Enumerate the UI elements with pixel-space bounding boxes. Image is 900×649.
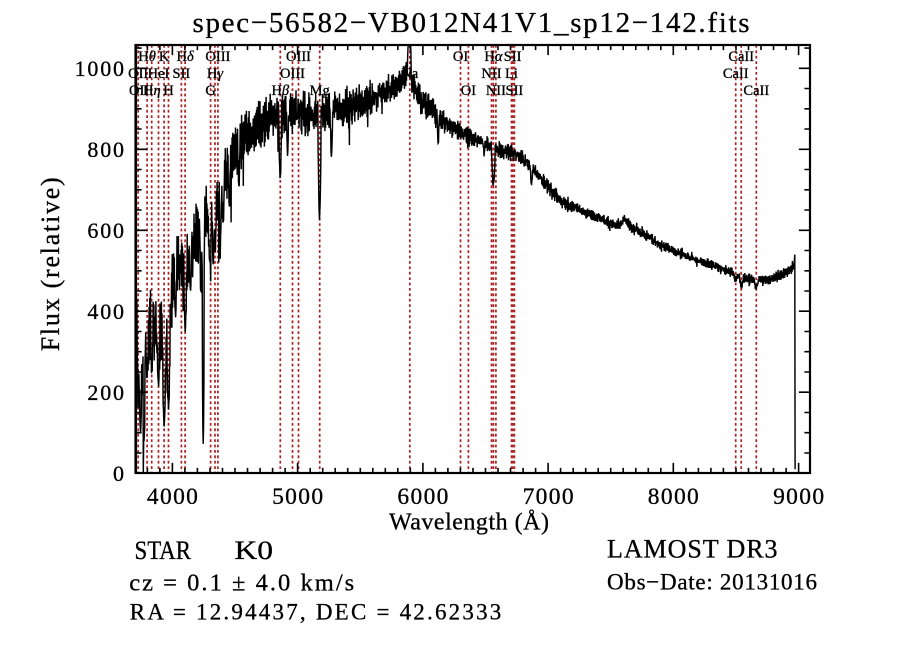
svg-text:4000: 4000	[147, 484, 198, 510]
svg-text:OIII: OIII	[280, 66, 305, 82]
svg-text:HeI: HeI	[148, 66, 170, 82]
svg-text:SII: SII	[504, 49, 522, 65]
svg-text:Wavelength (Å): Wavelength (Å)	[389, 510, 549, 536]
svg-text:STAR: STAR	[135, 536, 192, 565]
svg-text:CaII: CaII	[728, 49, 754, 65]
svg-text:Hθ: Hθ	[138, 49, 156, 65]
svg-text:Flux (relative): Flux (relative)	[36, 177, 65, 351]
svg-text:OII: OII	[129, 83, 149, 99]
svg-text:RA = 12.94437, DEC = 42.6233: RA = 12.94437, DEC = 42.62333	[130, 599, 502, 624]
svg-text:Hγ: Hγ	[207, 66, 224, 82]
svg-text:OII: OII	[128, 66, 148, 82]
svg-text:SII: SII	[173, 66, 191, 82]
svg-text:LAMOST DR3: LAMOST DR3	[607, 535, 778, 564]
svg-text:OI: OI	[461, 83, 476, 99]
svg-text:800: 800	[87, 137, 125, 162]
svg-text:200: 200	[87, 380, 125, 405]
svg-text:OI: OI	[453, 49, 468, 65]
svg-text:0: 0	[113, 461, 126, 486]
svg-text:Hβ: Hβ	[271, 83, 289, 99]
svg-text:Hη: Hη	[143, 83, 161, 99]
svg-text:OIII: OIII	[286, 49, 311, 65]
svg-text:CaII: CaII	[723, 66, 749, 82]
svg-text:NII: NII	[486, 83, 506, 99]
svg-text:8000: 8000	[648, 484, 699, 510]
svg-text:9000: 9000	[773, 484, 824, 510]
svg-text:K: K	[159, 49, 170, 65]
svg-text:Li: Li	[505, 66, 518, 82]
svg-text:7000: 7000	[523, 484, 574, 510]
svg-text:spec−56582−VB012N41V1_sp12−142: spec−56582−VB012N41V1_sp12−142.fits	[193, 7, 750, 39]
svg-text:H: H	[163, 83, 174, 99]
svg-text:NII: NII	[481, 66, 501, 82]
svg-text:600: 600	[87, 218, 125, 243]
svg-text:G: G	[205, 83, 216, 99]
svg-text:Hα: Hα	[484, 49, 502, 65]
svg-text:6000: 6000	[397, 484, 448, 510]
svg-text:400: 400	[87, 299, 125, 324]
svg-text:CaII: CaII	[743, 83, 769, 99]
svg-text:Hδ: Hδ	[176, 49, 193, 65]
svg-text:K0: K0	[235, 536, 274, 565]
svg-text:1000: 1000	[75, 56, 126, 81]
svg-text:Mg: Mg	[310, 83, 330, 99]
svg-text:OIII: OIII	[205, 49, 230, 65]
svg-text:Obs−Date: 20131016: Obs−Date: 20131016	[607, 570, 817, 595]
svg-text:5000: 5000	[272, 484, 323, 510]
svg-text:cz = 0.1 ± 4.0 km/s: cz = 0.1 ± 4.0 km/s	[129, 570, 354, 597]
svg-text:SII: SII	[506, 83, 524, 99]
